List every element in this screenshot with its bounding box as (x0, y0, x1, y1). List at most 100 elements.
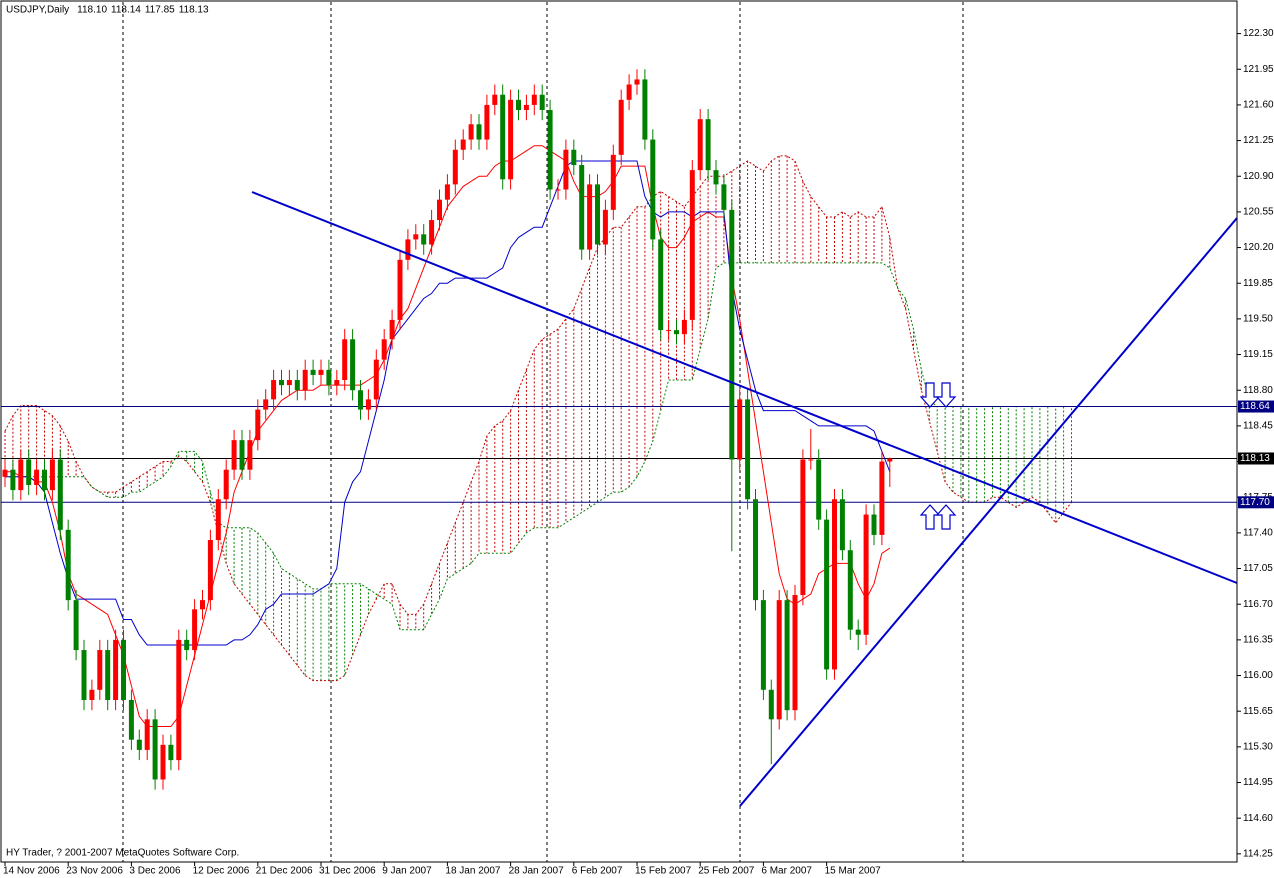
x-tick-label: 21 Dec 2006 (256, 866, 313, 877)
chart-title: USDJPY,Daily (6, 5, 69, 16)
candle-body (452, 149, 458, 185)
y-tick-label: 116.35 (1243, 635, 1273, 646)
candle-body (626, 84, 632, 100)
candle-body (776, 600, 782, 720)
y-tick-label: 119.15 (1243, 349, 1273, 360)
candle-body (760, 600, 766, 690)
indicator-line (5, 160, 891, 646)
candle-body (350, 339, 356, 391)
candle-body (57, 459, 63, 530)
candle-body (310, 369, 316, 375)
x-tick-label: 6 Mar 2007 (761, 866, 812, 877)
candle-body (887, 458, 893, 462)
candle-body (468, 124, 474, 140)
candle-body (279, 380, 284, 386)
candle-body (729, 209, 735, 460)
candle-body (579, 165, 585, 250)
candle-body (215, 499, 221, 541)
candle-body (808, 459, 814, 461)
candle-body (342, 339, 348, 381)
down-arrow (935, 382, 957, 408)
candle-body (128, 699, 134, 740)
price-label-box (1238, 496, 1274, 509)
candle-body (2, 469, 8, 477)
price-lines (1, 406, 1237, 503)
up-arrow (935, 504, 957, 530)
candle-body (81, 650, 87, 700)
x-tick-label: 15 Feb 2007 (635, 866, 692, 877)
y-tick-label: 117.40 (1243, 528, 1273, 539)
candle-body (476, 124, 482, 140)
candle-body (121, 639, 126, 700)
candle-body (152, 719, 158, 780)
candle-body (768, 689, 774, 720)
candle-body (223, 469, 229, 500)
candle-body (610, 154, 616, 210)
y-tick-label: 115.65 (1243, 706, 1273, 717)
y-tick-label: 115.30 (1243, 741, 1273, 752)
x-tick-label: 12 Dec 2006 (193, 866, 250, 877)
senkou-span-a (4, 155, 1072, 682)
price-label: 118.13 (1240, 453, 1270, 464)
candle-body (65, 529, 71, 601)
candle-body (168, 744, 174, 761)
x-tick-label: 28 Jan 2007 (509, 866, 564, 877)
plot-frame (0, 0, 1238, 863)
candle-body (326, 369, 332, 386)
candle-body (247, 440, 253, 470)
candle-body (595, 184, 600, 245)
candle-body (239, 440, 245, 470)
candle-body (674, 330, 679, 335)
candle-body (800, 459, 806, 596)
candle-body (437, 199, 442, 221)
candle-body (508, 99, 514, 180)
candle-body (26, 459, 32, 485)
candle-body (705, 119, 711, 171)
up-arrow (919, 504, 941, 530)
y-tick-label: 117.05 (1243, 563, 1273, 574)
y-tick-label: 116.70 (1243, 599, 1273, 610)
x-tick-label: 18 Jan 2007 (445, 866, 500, 877)
price-label: 117.70 (1240, 497, 1270, 508)
candle-body (42, 469, 47, 491)
y-tick-label: 118.45 (1243, 421, 1273, 432)
candle-body (373, 359, 379, 400)
candle-body (666, 330, 672, 332)
candle-body (492, 94, 498, 105)
candle-body (863, 514, 869, 635)
candle-body (429, 220, 435, 245)
y-tick-label: 121.95 (1243, 64, 1274, 75)
y-tick-label: 122.30 (1243, 28, 1274, 39)
candle-body (200, 600, 205, 610)
candle-body (587, 184, 593, 250)
candle-body (816, 459, 822, 520)
candle-body (516, 99, 521, 111)
candle-body (192, 609, 198, 651)
candle-body (286, 380, 292, 386)
x-tick-label: 31 Dec 2006 (319, 866, 376, 877)
x-tick-label: 23 Nov 2006 (66, 866, 123, 877)
candle-body (255, 409, 261, 441)
candle-body (105, 650, 111, 700)
candle-body (618, 99, 624, 155)
candle-body (381, 339, 387, 360)
x-tick-label: 6 Feb 2007 (572, 866, 623, 877)
x-tick-label: 9 Jan 2007 (382, 866, 432, 877)
candle-body (318, 369, 324, 375)
y-tick-label: 114.95 (1243, 777, 1273, 788)
candle-body (444, 184, 450, 200)
senkou-span-b (5, 262, 1072, 631)
candle-body (721, 184, 727, 210)
candle-body (263, 399, 269, 410)
candle-body (839, 499, 845, 551)
y-tick-label: 114.60 (1243, 813, 1273, 824)
x-tick-label: 3 Dec 2006 (129, 866, 181, 877)
candle-body (294, 380, 300, 391)
candle-body (539, 94, 545, 111)
down-arrow (919, 382, 941, 408)
candle-body (405, 239, 411, 260)
candle-body (855, 629, 861, 635)
candle-body (49, 459, 55, 491)
candle-body (176, 639, 182, 761)
